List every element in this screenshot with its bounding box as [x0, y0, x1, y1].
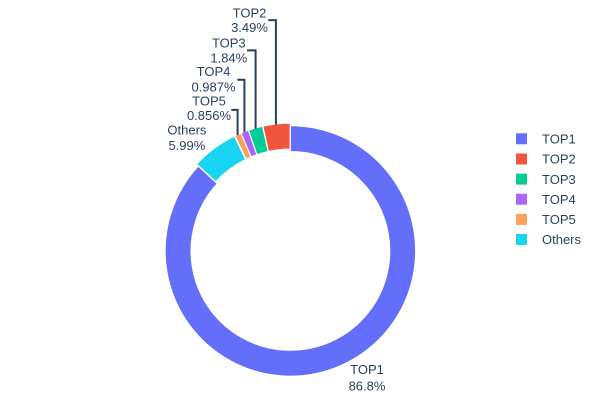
svg-text:TOP1: TOP1 [350, 362, 384, 377]
svg-text:TOP1: TOP1 [542, 132, 576, 147]
svg-text:TOP5: TOP5 [542, 212, 576, 227]
svg-text:3.49%: 3.49% [231, 20, 268, 35]
svg-text:86.8%: 86.8% [349, 378, 386, 393]
svg-text:5.99%: 5.99% [168, 138, 205, 153]
svg-text:TOP3: TOP3 [542, 172, 576, 187]
svg-text:TOP4: TOP4 [542, 192, 576, 207]
svg-text:TOP4: TOP4 [197, 64, 231, 79]
svg-text:0.987%: 0.987% [191, 80, 236, 95]
svg-text:TOP2: TOP2 [542, 152, 576, 167]
svg-text:1.84%: 1.84% [210, 50, 247, 65]
svg-text:TOP3: TOP3 [212, 36, 246, 51]
svg-text:TOP2: TOP2 [233, 5, 267, 20]
svg-text:Others: Others [542, 232, 582, 247]
svg-text:0.856%: 0.856% [187, 108, 232, 123]
svg-text:Others: Others [167, 123, 207, 138]
svg-text:TOP5: TOP5 [192, 94, 226, 109]
